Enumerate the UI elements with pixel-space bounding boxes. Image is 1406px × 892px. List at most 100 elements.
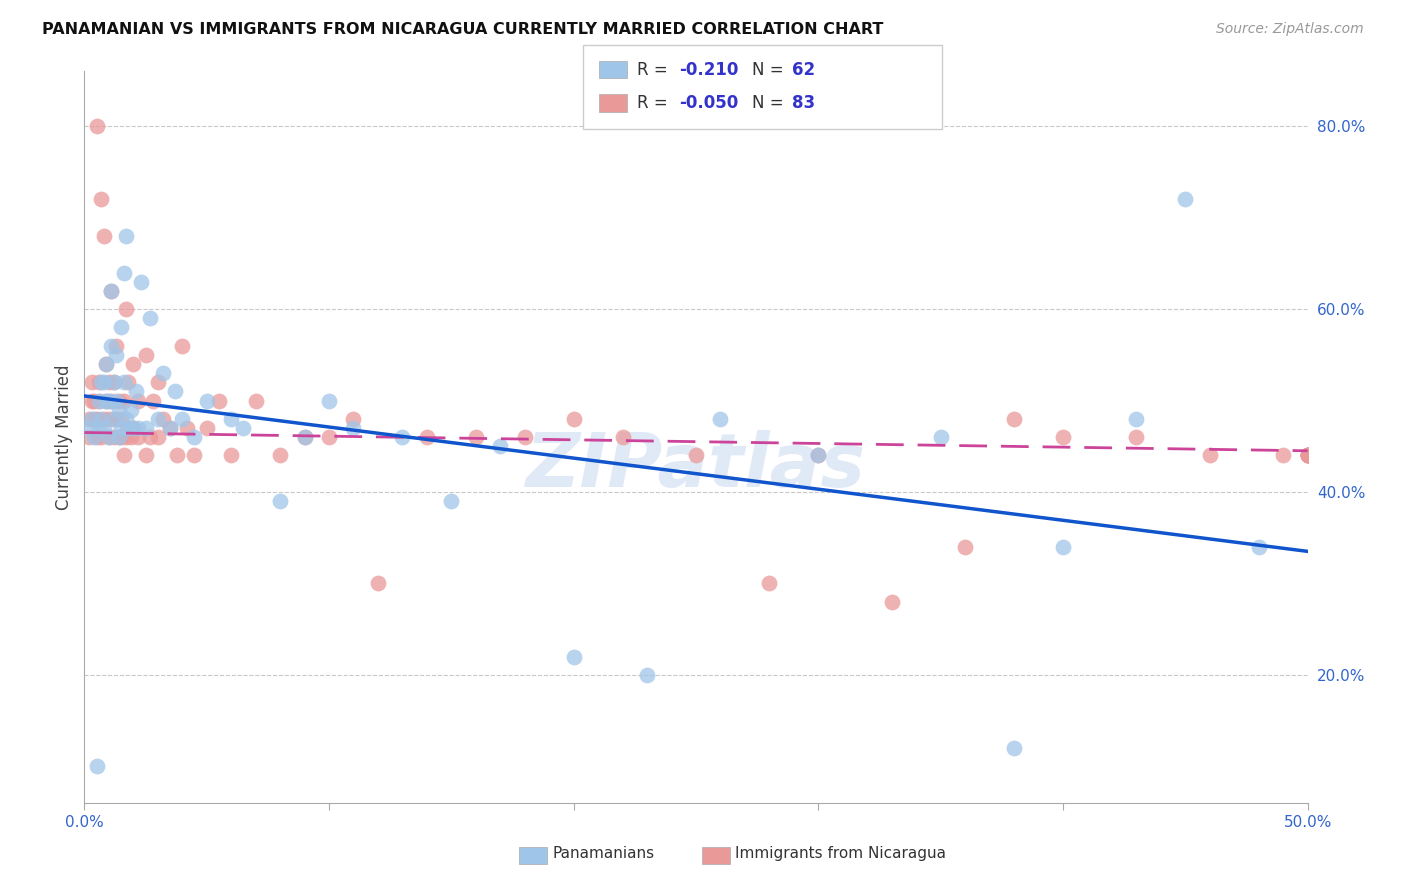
Point (1198, 448, 1220, 462)
Point (172, 338, 194, 352)
Point (245, 393, 267, 408)
Point (146, 375, 169, 389)
Point (90, 430, 112, 444)
Point (195, 393, 218, 408)
Point (87, 421, 110, 435)
Point (685, 448, 707, 462)
Point (122, 357, 145, 371)
Point (107, 393, 129, 408)
Point (163, 384, 186, 399)
Text: R =: R = (637, 94, 673, 112)
Point (562, 412, 585, 426)
Point (120, 430, 142, 444)
Point (103, 375, 125, 389)
Point (807, 448, 830, 462)
Point (97, 430, 120, 444)
Point (1002, 412, 1025, 426)
Point (195, 421, 218, 435)
Point (80, 412, 103, 426)
Point (1174, 192, 1197, 206)
Point (232, 421, 254, 435)
Point (146, 430, 169, 444)
Point (107, 402, 129, 417)
Point (77, 430, 100, 444)
Point (367, 576, 389, 591)
Point (87, 393, 110, 408)
Point (159, 421, 181, 435)
Point (1296, 448, 1319, 462)
Point (342, 421, 364, 435)
Point (93, 412, 115, 426)
Point (880, 594, 903, 608)
Point (103, 430, 125, 444)
Point (416, 430, 439, 444)
Point (90, 412, 112, 426)
Point (208, 393, 231, 408)
Point (1296, 448, 1319, 462)
Point (86, 412, 108, 426)
Point (93, 375, 115, 389)
Point (103, 375, 125, 389)
Point (139, 311, 162, 326)
Point (96, 393, 118, 408)
Point (127, 430, 149, 444)
Point (146, 412, 169, 426)
Point (125, 384, 148, 399)
Point (110, 412, 132, 426)
Point (1125, 430, 1147, 444)
Point (142, 393, 165, 408)
Text: PANAMANIAN VS IMMIGRANTS FROM NICARAGUA CURRENTLY MARRIED CORRELATION CHART: PANAMANIAN VS IMMIGRANTS FROM NICARAGUA … (42, 22, 883, 37)
Point (96, 357, 118, 371)
Point (709, 412, 731, 426)
Point (105, 348, 128, 362)
Point (112, 266, 135, 280)
Point (562, 649, 585, 664)
Point (122, 421, 145, 435)
Point (112, 375, 135, 389)
Point (117, 421, 139, 435)
Point (115, 301, 138, 317)
Point (294, 430, 316, 444)
Point (440, 494, 463, 508)
Point (318, 393, 340, 408)
Point (183, 430, 205, 444)
Text: 83: 83 (792, 94, 814, 112)
Point (1296, 448, 1319, 462)
Point (90, 375, 112, 389)
Point (294, 430, 316, 444)
Point (77, 412, 100, 426)
Point (105, 338, 128, 352)
Point (115, 228, 138, 243)
Point (87, 393, 110, 408)
Point (489, 439, 512, 453)
Point (1296, 448, 1319, 462)
Point (391, 430, 413, 444)
Y-axis label: Currently Married: Currently Married (55, 364, 73, 510)
Point (105, 393, 128, 408)
Point (318, 430, 340, 444)
Point (96, 357, 118, 371)
Point (152, 366, 174, 380)
Point (86, 759, 108, 773)
Point (117, 421, 139, 435)
Point (513, 430, 536, 444)
Text: Immigrants from Nicaragua: Immigrants from Nicaragua (735, 847, 946, 861)
Point (122, 421, 145, 435)
Point (172, 412, 194, 426)
Point (176, 421, 198, 435)
Point (129, 275, 152, 289)
Point (135, 348, 157, 362)
Text: ZIPatlas: ZIPatlas (526, 430, 866, 503)
Point (139, 430, 162, 444)
Text: 62: 62 (792, 61, 814, 78)
Point (96, 393, 118, 408)
Point (464, 430, 486, 444)
Point (269, 448, 291, 462)
Point (86, 119, 108, 133)
Point (110, 320, 132, 334)
Point (97, 393, 120, 408)
Point (110, 421, 132, 435)
Point (120, 402, 142, 417)
Point (86, 430, 108, 444)
Point (1296, 448, 1319, 462)
